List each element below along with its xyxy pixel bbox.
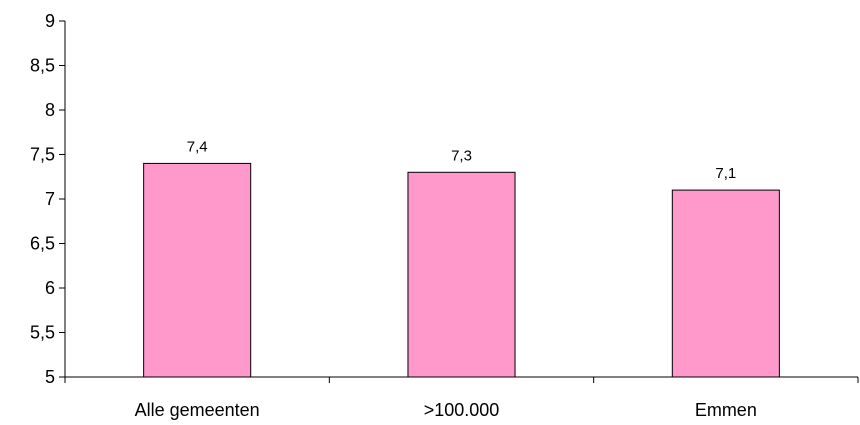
bar-value-label: 7,1 (715, 165, 736, 182)
y-tick-label: 6 (45, 278, 55, 298)
category-label: Alle gemeenten (135, 400, 260, 420)
y-tick-label: 8 (45, 100, 55, 120)
y-tick-label: 7,5 (30, 145, 55, 165)
bars (143, 162, 780, 378)
bar (671, 189, 780, 378)
y-tick-label: 5,5 (30, 323, 55, 343)
y-tick-label: 5 (45, 367, 55, 387)
bar-value-label: 7,3 (451, 147, 472, 164)
data-labels: 7,4 7,3 7,1 (187, 138, 737, 182)
bar (143, 162, 252, 378)
bar (407, 171, 516, 378)
x-axis: Alle gemeenten >100.000 Emmen (64, 376, 859, 420)
category-label: Emmen (695, 400, 757, 420)
y-tick-label: 7 (45, 189, 55, 209)
y-tick-label: 9 (45, 11, 55, 31)
y-tick-label: 8,5 (30, 56, 55, 76)
category-label: >100.000 (424, 400, 500, 420)
y-axis: 5 5,5 6 6,5 7 7,5 8 8,5 9 (30, 11, 66, 387)
bar-value-label: 7,4 (187, 138, 208, 155)
y-tick-label: 6,5 (30, 234, 55, 254)
